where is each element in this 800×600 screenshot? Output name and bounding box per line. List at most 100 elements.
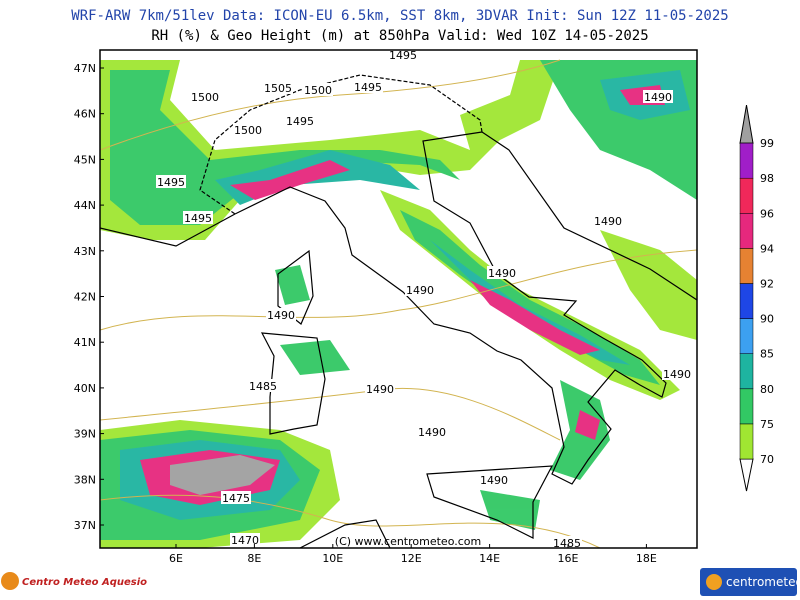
logo-text: centrometeo	[726, 575, 800, 589]
colorbar-segment	[739, 248, 754, 284]
rh-area	[280, 340, 350, 375]
balkan-coast	[481, 131, 697, 301]
contour-label-bg	[233, 123, 263, 136]
contour-label-bg	[190, 90, 220, 103]
contour-label: 1490	[480, 474, 508, 487]
colorbar-label: 98	[760, 172, 774, 185]
colorbar-label: 70	[760, 453, 774, 466]
logo-icon	[706, 574, 722, 590]
contour-label-bg	[417, 425, 447, 438]
colorbar-label: 85	[760, 348, 774, 361]
contour-label: 1490	[418, 426, 446, 439]
contour-label: 1495	[184, 212, 212, 225]
contour-label: 1495	[354, 81, 382, 94]
lon-label: 16E	[558, 552, 579, 565]
contour-label-bg	[221, 491, 251, 504]
title-line-2: RH (%) & Geo Height (m) at 850hPa Valid:…	[151, 28, 648, 44]
contour-label: 1475	[222, 492, 250, 505]
colorbar-label: 75	[760, 418, 774, 431]
lat-label: 42N	[74, 291, 96, 304]
contour-label: 1500	[234, 124, 262, 137]
lon-label: 14E	[479, 552, 500, 565]
africa-coast	[299, 519, 391, 548]
copyright: (C) www.centrometeo.com	[335, 535, 481, 548]
rh-area	[400, 210, 660, 385]
contour-label: 1490	[644, 91, 672, 104]
map-frame	[99, 49, 698, 549]
lat-label: 40N	[74, 382, 96, 395]
contour-labels: 1500 1505 1500 1495 1495 1500 1495 1495 1495 1490…	[156, 49, 692, 548]
rh-area	[470, 280, 600, 355]
colorbar-segment	[739, 283, 754, 319]
rh-area	[230, 160, 350, 200]
lat-label: 43N	[74, 245, 96, 258]
contour-label-bg	[552, 536, 582, 548]
contour-label: 1490	[594, 215, 622, 228]
logo-box	[700, 568, 797, 596]
colorbar-segment	[739, 423, 754, 460]
contour-label-bg	[263, 81, 293, 94]
colorbar-segment	[739, 142, 754, 179]
contour-label-bg	[156, 175, 186, 188]
colorbar-segment	[739, 318, 754, 354]
lon-label: 12E	[401, 552, 422, 565]
lat-label: 44N	[74, 199, 96, 212]
contour-label-bg	[230, 533, 260, 546]
contour-label: 1495	[286, 115, 314, 128]
lon-label: 10E	[322, 552, 343, 565]
contour-line	[100, 494, 601, 548]
contour-label-bg	[487, 266, 517, 279]
contour-label: 1490	[406, 284, 434, 297]
colorbar-label: 96	[760, 207, 774, 220]
contour-label-bg	[248, 379, 278, 392]
right-logo: centrometeo	[700, 568, 800, 596]
contour-label: 1495	[389, 49, 417, 62]
contour-label-bg	[479, 473, 509, 486]
colorbar-segment	[739, 353, 754, 390]
lon-label: 6E	[169, 552, 183, 565]
contour-label: 1490	[663, 368, 691, 381]
lat-label: 47N	[74, 62, 96, 75]
title-line-1: WRF-ARW 7km/51lev Data: ICON-EU 6.5km, S…	[71, 8, 728, 24]
contour-label-bg	[285, 114, 315, 127]
rh-area	[170, 455, 275, 495]
lat-label: 38N	[74, 473, 96, 486]
colorbar-segment	[739, 388, 754, 425]
contour-label: 1490	[267, 309, 295, 322]
colorbar-label: 80	[760, 383, 774, 396]
france-coast	[100, 213, 236, 247]
lat-label: 41N	[74, 336, 96, 349]
lat-label: 46N	[74, 108, 96, 121]
contour-label-bg	[303, 83, 333, 96]
sicily-coast	[426, 465, 554, 539]
rh-area	[480, 490, 540, 530]
lon-label: 18E	[636, 552, 657, 565]
axes: 47N 46N 45N 44N 43N 42N 41N 40N 39N 38N 37N 6E 8E 10E…	[74, 62, 657, 565]
humidity-fields	[100, 60, 697, 548]
colorbar-label: 90	[760, 313, 774, 326]
rh-area	[600, 230, 697, 340]
contour-label: 1485	[249, 380, 277, 393]
contour-line	[100, 59, 561, 151]
contour-label-bg	[365, 382, 395, 395]
coastlines	[100, 74, 697, 548]
map-area: 1500 1505 1500 1495 1495 1500 1495 1495 1495 1490…	[100, 49, 697, 548]
colorbar-segment	[739, 213, 754, 249]
contour-label: 1500	[304, 84, 332, 97]
logo-icon	[1, 572, 19, 590]
contour-label-bg	[643, 90, 673, 103]
colorbar-segment	[739, 177, 754, 214]
contour-label-bg	[183, 211, 213, 224]
contour-label-bg	[593, 214, 623, 227]
left-logo: Centro Meteo Aquesio	[1, 572, 147, 590]
rh-area	[275, 265, 310, 305]
rh-area	[110, 70, 460, 225]
colorbar-label: 99	[760, 137, 774, 150]
contour-label-bg	[405, 283, 435, 296]
colorbar-label: 92	[760, 278, 774, 291]
lat-label: 39N	[74, 428, 96, 441]
contour-label-bg	[388, 50, 418, 61]
colorbar: 70 75 80 85 90 92 94 96 98 99	[739, 105, 774, 492]
contour-label: 1470	[231, 534, 259, 547]
